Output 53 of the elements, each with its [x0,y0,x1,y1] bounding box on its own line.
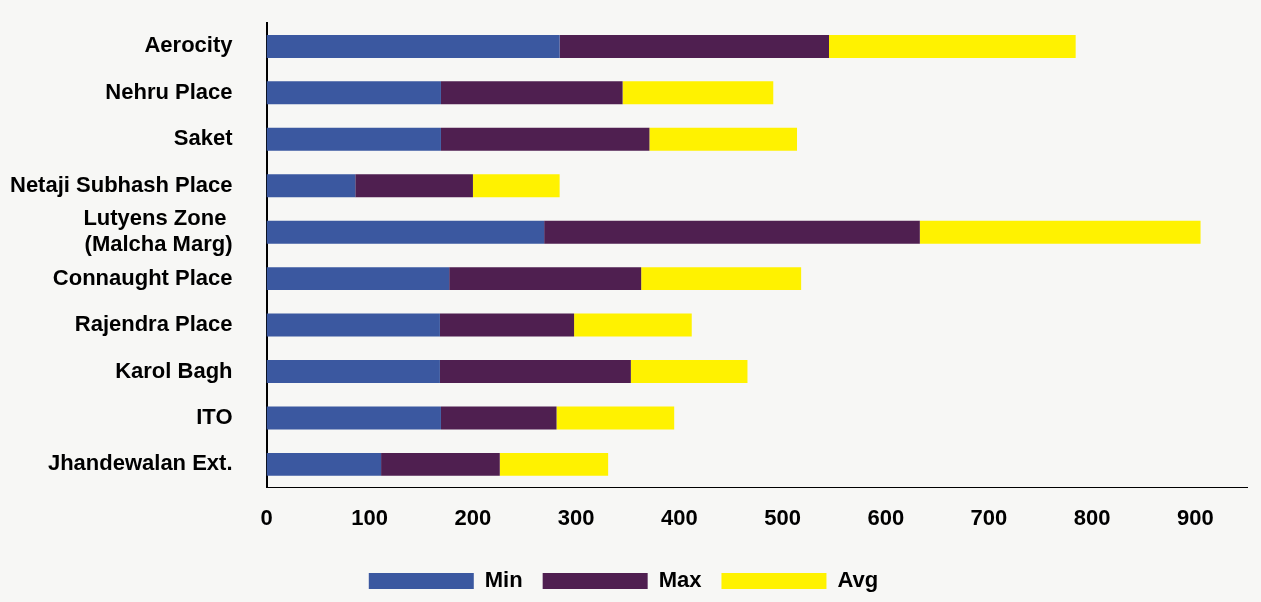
y-tick-label: Connaught Place [52,264,233,290]
bar [266,313,440,337]
bar [559,34,830,58]
bar [440,127,650,151]
bar [556,406,675,430]
bar [544,220,920,244]
x-tick-label: 0 [260,504,273,530]
legend-label: Min [484,567,523,593]
bar [266,174,356,198]
bar [266,267,450,291]
bar [641,267,802,291]
bar [472,174,560,198]
bar [266,406,441,430]
bar [622,81,774,105]
bar [266,220,545,244]
bar [266,34,560,58]
legend-label: Max [658,567,703,593]
bar [499,452,609,476]
bar [381,452,500,476]
x-tick-label: 100 [351,504,389,530]
y-tick-label: Saket [173,125,234,151]
x-tick-label: 900 [1177,504,1214,530]
y-tick-label: Netaji Subhash Place [9,171,233,197]
x-tick-label: 800 [1073,504,1111,530]
bar [919,220,1201,244]
y-tick-label: Nehru Place [105,78,233,104]
x-tick-label: 600 [867,504,905,530]
bar [355,174,473,198]
y-tick-label: Jhandewalan Ext. [47,450,233,476]
bar [574,313,692,337]
bar [439,360,631,383]
x-tick-label: 700 [970,504,1008,530]
bar [266,360,440,383]
bar [449,267,642,291]
bar [266,127,441,151]
y-tick-label: Rajendra Place [74,311,233,337]
bar [649,127,798,151]
x-tick-label: 400 [661,504,698,530]
bar [630,360,748,383]
y-tick-label: ITO [196,404,233,429]
bar [266,81,441,105]
bar [829,34,1076,58]
y-tick-label: Karol Bagh [115,357,233,383]
bar [266,452,382,476]
bar [440,81,623,105]
x-tick-label: 300 [557,504,595,530]
bar [439,313,575,337]
y-tick-label: Lutyens Zone (Malcha Marg) [83,205,233,257]
bar [440,406,557,430]
legend-label: Avg [837,567,879,593]
y-tick-label: Aerocity [144,32,234,58]
x-tick-label: 500 [764,504,801,530]
x-tick-label: 200 [454,504,492,530]
